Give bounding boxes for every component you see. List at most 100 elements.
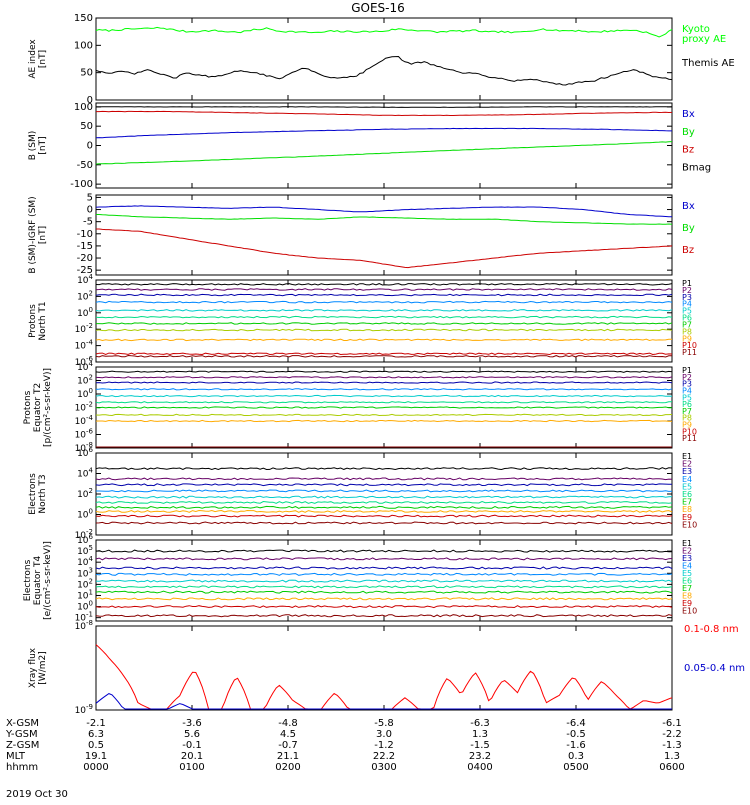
series-line-e8 — [95, 597, 673, 601]
y-axis-label-line: B (SM) — [28, 131, 38, 161]
legend-label: E1 — [682, 452, 692, 461]
x-axis-value: 0400 — [467, 762, 492, 773]
legend-label: E2 — [682, 547, 692, 556]
series-line-0-05-0-4-nm — [95, 693, 672, 710]
series-line-e9 — [95, 514, 673, 518]
x-axis-row-label: hhmm — [6, 762, 38, 773]
y-tick-label: 50 — [80, 68, 93, 79]
legend-label: P8 — [682, 327, 692, 336]
y-axis-label-line: AE index — [28, 39, 38, 79]
panel-6: Electrons North T310610410210010-2E1E2E3E… — [28, 446, 697, 541]
x-axis-value: 5.6 — [184, 729, 200, 740]
x-axis-value: 0200 — [275, 762, 300, 773]
series-line-p2 — [95, 376, 673, 379]
series-line-p10 — [95, 352, 673, 356]
plot-title: GOES-16 — [351, 1, 405, 15]
series-line-e4 — [95, 572, 673, 576]
y-tick-label: 10-4 — [75, 414, 94, 427]
legend-label: P11 — [682, 348, 697, 357]
y-tick-label: -25 — [77, 265, 93, 276]
x-axis-value: 1.3 — [472, 729, 488, 740]
x-axis-value: -0.7 — [278, 740, 298, 751]
series-line-p6 — [95, 315, 673, 319]
y-tick-label: 10-1 — [75, 611, 93, 624]
legend-label: P1 — [682, 279, 692, 288]
series-line-by — [96, 214, 673, 225]
x-axis-value: 4.5 — [280, 729, 296, 740]
legend-label: P9 — [682, 421, 692, 430]
y-axis-label-line: Electrons — [23, 559, 33, 601]
y-axis-label: AE index [nT] — [28, 39, 48, 79]
x-axis-value: 0000 — [83, 762, 108, 773]
legend-label: P10 — [682, 427, 697, 436]
legend-label: P6 — [682, 400, 692, 409]
legend-label: Kyoto — [682, 24, 710, 35]
legend-label: P4 — [682, 386, 692, 395]
series-line-p11 — [95, 354, 673, 358]
legend-label: E9 — [682, 599, 692, 608]
x-axis-value: -0.5 — [566, 729, 586, 740]
x-axis-value: -1.6 — [566, 740, 586, 751]
legend-label: E3 — [682, 554, 692, 563]
x-axis-value: -1.3 — [662, 740, 682, 751]
y-tick-label: 103 — [77, 566, 93, 579]
y-axis-label: B (SM) [nT] — [28, 131, 48, 161]
y-tick-label: -15 — [77, 241, 93, 252]
x-axis-value: -2.2 — [662, 729, 682, 740]
x-axis-value: -1.2 — [374, 740, 394, 751]
x-axis-value: 0500 — [563, 762, 588, 773]
y-tick-label: 105 — [77, 544, 93, 557]
legend-label: P10 — [682, 341, 697, 350]
legend-label: By — [682, 223, 695, 234]
legend-label: By — [682, 127, 695, 138]
y-tick-label: 102 — [77, 577, 93, 590]
panel-4: Protons North T1 104 102 100 10-2 10-4 10-6 P1P2… — [28, 273, 697, 368]
y-tick-label: 0 — [87, 95, 93, 106]
x-axis-value: -6.1 — [662, 718, 682, 729]
legend-label: P2 — [682, 286, 692, 295]
x-axis-value: 21.1 — [277, 751, 299, 762]
y-axis-label-line: Protons — [23, 390, 33, 424]
y-tick-label: -100 — [70, 179, 93, 190]
x-axis-value: 1.3 — [664, 751, 680, 762]
plot-date: 2019 Oct 30 — [6, 789, 68, 800]
y-tick-label: 100 — [74, 102, 93, 113]
panel-2: B (SM) [nT] -100 -50 0 50 100 Bx By Bz Bmag — [28, 102, 711, 190]
series-line-e10 — [95, 614, 673, 618]
y-tick-label: 100 — [77, 387, 93, 400]
legend-label: P3 — [682, 380, 692, 389]
y-axis-label-line: [e/(cm²-s-sr-keV)] — [43, 541, 53, 620]
series-line-p1 — [95, 283, 673, 286]
x-axis-value: -6.3 — [470, 718, 490, 729]
legend-label: P9 — [682, 334, 692, 343]
legend-label: E7 — [682, 498, 692, 507]
y-tick-label: 10-2 — [75, 322, 93, 335]
panel-frame — [95, 279, 673, 363]
y-axis-label-line: North T3 — [38, 474, 48, 513]
legend-label: Bz — [682, 145, 694, 156]
series-line-p5 — [95, 394, 673, 398]
series-line-p2 — [95, 288, 673, 291]
y-tick-label: -10 — [77, 229, 93, 240]
legend-label: E4 — [682, 475, 692, 484]
panel-7: Electrons Equator T4 [e/(cm²-s-sr-keV)] 106… — [23, 533, 697, 624]
y-tick-label: 100 — [77, 508, 93, 521]
y-tick-label: 102 — [77, 289, 93, 302]
y-axis-label-line: [nT] — [38, 50, 48, 68]
y-tick-label: 106 — [77, 533, 93, 546]
legend-label: E8 — [682, 505, 692, 514]
series-line-p3 — [95, 293, 673, 297]
series-line-kyoto-proxy-ae — [95, 26, 673, 38]
y-tick-label: 10-2 — [75, 528, 93, 541]
series-line-e8 — [95, 509, 673, 513]
y-axis-label-line: [nT] — [38, 136, 48, 154]
y-axis-label-line: Electrons — [28, 473, 38, 515]
series-line-themis-ae — [95, 55, 673, 86]
legend-label: E7 — [682, 584, 692, 593]
legend-label: Themis AE — [681, 58, 735, 69]
legend-label: Bz — [682, 245, 694, 256]
x-axis-value: 0300 — [371, 762, 396, 773]
